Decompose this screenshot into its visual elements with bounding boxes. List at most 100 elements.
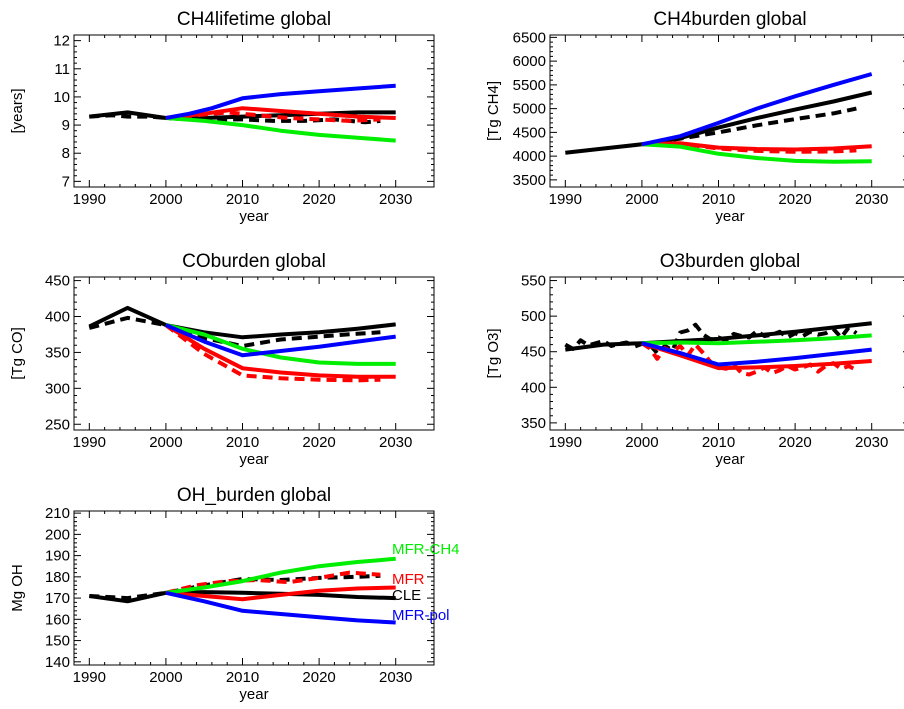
plot-frame [549,276,904,431]
y-tick-label: 400 [45,309,70,326]
series-line-mfr-ch4-solid [165,323,396,366]
chart-title: COburden global [182,251,326,272]
series-line-mfr-dashed [165,570,381,595]
series-line-mfr-pol-solid [641,72,873,147]
x-tick-label: 2030 [379,434,412,451]
y-tick-label: 350 [521,415,546,432]
x-tick-label: 2020 [778,191,811,208]
y-axis-label: Mg OH [9,564,26,612]
y-tick-label: 4500 [513,124,546,141]
legend-entry-cle: CLE [392,587,421,604]
y-tick-label: 200 [45,526,70,543]
x-tick-label: 2030 [855,191,888,208]
plot-frame [549,34,904,188]
series-line-cle-dashed [89,573,381,601]
y-tick-label: 10 [53,89,70,106]
x-tick-label: 2010 [702,191,735,208]
y-tick-label: 150 [45,633,70,650]
series-line-mfr-solid [164,323,396,379]
x-tick-label: 2020 [302,669,335,686]
x-tick-label: 2010 [702,434,735,451]
chart-title: CH4lifetime global [177,9,331,30]
x-tick-label: 2030 [379,669,412,686]
y-axis-label: [Tg CH4] [485,81,502,141]
chart-panel-o3burden: 1990 2000 2010 2020 2030 350 400 450 500 550 O3bur… [485,251,904,468]
x-tick-label: 2000 [149,191,182,208]
series-line-mfr-ch4-solid [165,556,396,595]
y-tick-label: 6000 [513,53,546,70]
x-tick-label: 1990 [549,191,582,208]
series-line-cle-dashed [641,106,857,147]
y-tick-label: 190 [45,548,70,565]
y-tick-label: 140 [45,654,70,671]
series-line-mfr-dashed [640,341,858,377]
y-axis-label: [Tg CO] [9,327,26,380]
x-axis-label: year [239,686,268,703]
x-tick-label: 2010 [226,669,259,686]
chart-panel-ch4lifetime: 1990 2000 2010 2020 2030 7 8 9 10 11 12 CH4lifetime… [9,9,435,225]
legend-entry-mfr-ch4: MFR-CH4 [392,541,460,558]
y-tick-label: 5000 [513,101,546,118]
chart-panel-coburden: 1990 2000 2010 2020 2030 250 300 350 400 450 CObur… [9,251,435,468]
series-group [564,321,872,377]
x-tick-label: 1990 [549,434,582,451]
series-line-mfr-ch4-solid [641,333,872,346]
y-tick-label: 7 [62,173,70,190]
x-tick-label: 2020 [778,434,811,451]
y-tick-label: 3500 [513,172,546,189]
x-tick-label: 2010 [226,191,259,208]
chart-panel-ch4burden: 1990 2000 2010 2020 2030 3500 4000 4500 5000 5500… [485,9,904,225]
x-tick-label: 2030 [855,434,888,451]
series-line-mfr-dashed [164,323,381,383]
series-line-mfr-pol-solid [165,590,396,625]
x-axis-label: year [239,451,268,468]
chart-title: OH_burden global [177,485,331,506]
chart-title: CH4burden global [653,9,806,30]
series-line-mfr-pol-solid [641,341,872,367]
legend-entry-mfr-pol: MFR-pol [392,607,450,624]
x-tick-label: 2030 [379,191,412,208]
y-tick-label: 170 [45,590,70,607]
x-tick-label: 2000 [625,191,658,208]
series-line-cle-dashed [88,315,381,348]
plot-frame [73,34,435,188]
series-line-mfr-ch4-solid [641,142,872,164]
chart-panel-ohburden: 1990 2000 2010 2020 2030 140 150 160 170 180 190 20… [9,485,435,703]
plot-frame [73,510,435,666]
y-tick-label: 250 [45,416,70,433]
plot-frame [73,276,435,431]
legend-entry-mfr: MFR [392,571,425,588]
y-tick-label: 6500 [513,29,546,46]
y-tick-label: 5500 [513,77,546,94]
y-tick-label: 160 [45,611,70,628]
y-tick-label: 400 [521,379,546,396]
x-tick-label: 2010 [226,434,259,451]
x-tick-label: 1990 [73,191,106,208]
y-tick-label: 450 [45,273,70,290]
x-axis-label: year [239,208,268,225]
series-group [88,305,396,383]
series-line-cle-solid [89,110,396,120]
series-line-mfr-solid [165,585,396,602]
x-tick-label: 2000 [149,669,182,686]
series-line-mfr-pol-solid [165,83,396,120]
y-tick-label: 180 [45,569,70,586]
series-line-cle-solid [88,305,396,340]
y-tick-label: 4000 [513,148,546,165]
y-tick-label: 350 [45,344,70,361]
y-tick-label: 550 [521,273,546,290]
series-group [565,72,873,164]
series-line-cle-solid [565,90,873,155]
x-axis-label: year [715,208,744,225]
y-tick-label: 9 [62,117,70,134]
y-axis-label: [Tg O3] [485,328,502,378]
series-line-mfr-ch4-solid [165,116,396,143]
y-axis-label: [years] [9,88,26,133]
x-tick-label: 2020 [302,191,335,208]
y-tick-label: 11 [54,61,70,78]
x-tick-label: 2000 [625,434,658,451]
y-tick-label: 450 [521,344,546,361]
series-line-mfr-dashed [165,110,381,123]
x-axis-label: year [715,451,744,468]
y-tick-label: 12 [53,33,70,50]
